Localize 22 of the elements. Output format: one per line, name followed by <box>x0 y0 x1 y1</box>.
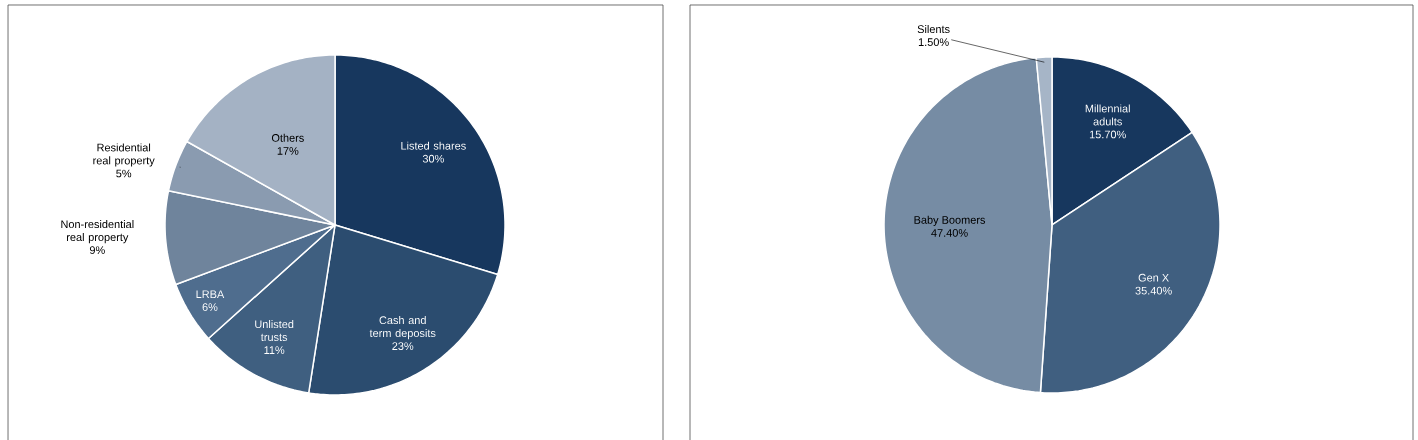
data-label: 5% <box>116 169 132 178</box>
data-label: 47.40% <box>931 229 968 237</box>
data-label: 11% <box>264 346 285 354</box>
slice-label: Cash and term deposits <box>369 316 436 340</box>
data-label: 9% <box>89 246 105 254</box>
data-label: 17% <box>277 147 299 155</box>
slice-label: Listed shares <box>401 141 466 150</box>
data-label: 1.50% <box>918 38 949 46</box>
data-label: 23% <box>392 342 414 350</box>
slice-label: Millennial adults <box>1085 104 1130 126</box>
slice-label: LRBA <box>196 290 225 298</box>
slice-label: Unlisted trusts <box>255 320 294 342</box>
slice-label: Non-residential real property <box>61 220 134 244</box>
data-label: 15.70% <box>1089 130 1126 139</box>
slice-label: Residential real property <box>93 143 155 167</box>
slice-label: Silents <box>917 25 950 34</box>
data-label: 30% <box>422 154 444 163</box>
slice-label: Gen X <box>1138 273 1169 282</box>
data-label: 6% <box>202 303 218 311</box>
data-label: 35.40% <box>1135 286 1172 295</box>
slice-label: Others <box>271 133 304 142</box>
slice-label: Baby Boomers <box>914 215 986 226</box>
